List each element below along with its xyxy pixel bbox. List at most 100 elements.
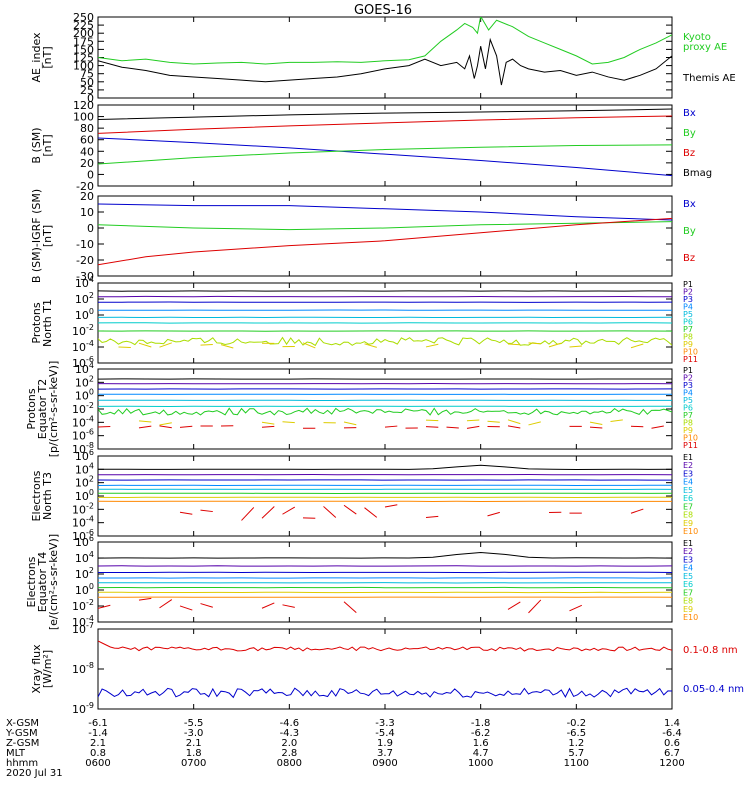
panel-frame — [97, 455, 673, 537]
series-segment-E9 — [261, 506, 275, 519]
series-segment-P8 — [487, 420, 500, 423]
data-layer — [98, 378, 672, 429]
y-tick-label: 100 — [75, 582, 94, 597]
series-segment-P9 — [364, 343, 377, 348]
legend-label: P9 — [683, 340, 693, 349]
legend-label: P8 — [683, 418, 693, 427]
data-layer — [98, 464, 672, 521]
series-segment-P8 — [589, 421, 603, 425]
y-axis-label: [p/(cm²-s-sr-keV)] — [47, 361, 60, 458]
series-segment-P9 — [425, 426, 439, 428]
footer-date: 2020 Jul 31 — [6, 768, 63, 779]
y-tick-label: 102 — [75, 566, 94, 581]
series-segment-E9 — [241, 507, 255, 521]
footer-value: 1200 — [659, 758, 684, 769]
y-tick-label: 80 — [80, 122, 94, 135]
footer-value: 1.8 — [186, 748, 202, 759]
y-axis-label: Protons — [25, 388, 38, 429]
series-segment-E9 — [507, 601, 521, 610]
legend-label: E3 — [683, 469, 693, 478]
legend-label: E1 — [683, 539, 693, 548]
y-tick-label: 10-2 — [72, 323, 94, 338]
legend-label: P1 — [683, 366, 693, 375]
legend-label: E1 — [683, 453, 693, 462]
series-segment-E9 — [323, 506, 337, 518]
y-tick-label: 10-4 — [72, 339, 94, 354]
footer-value: -6.4 — [662, 728, 682, 739]
legend-label: P1 — [683, 280, 693, 289]
legend-label: P9 — [683, 426, 693, 435]
panel-frame — [97, 195, 673, 277]
series-segment-E9 — [200, 603, 213, 608]
y-tick-label: 125 — [73, 52, 94, 65]
y-tick-label: 175 — [73, 35, 94, 48]
y-axis-label: Xray flux — [30, 644, 43, 694]
y-tick-label: 10-9 — [72, 701, 94, 716]
series-segment-E9 — [261, 602, 275, 609]
footer-value: 2.1 — [186, 738, 202, 749]
legend-label: E6 — [683, 494, 693, 503]
series-segment-P9 — [630, 343, 644, 349]
legend-label: E8 — [683, 597, 693, 606]
series-segment-E9 — [364, 507, 378, 518]
footer-value: 4.7 — [473, 748, 489, 759]
y-tick-label: 20 — [80, 157, 94, 170]
y-axis-label: Electrons — [30, 470, 43, 521]
legend-label: E2 — [683, 461, 693, 470]
series-line-E1 — [98, 551, 672, 559]
legend-label: P5 — [683, 396, 693, 405]
legend-label: 0.1-0.8 nm — [683, 645, 738, 656]
series-line-P8 — [98, 336, 672, 347]
series-segment-P9 — [302, 342, 316, 349]
footer-value: 5.7 — [568, 748, 584, 759]
legend-label: P2 — [683, 287, 693, 296]
series-segment-P9 — [507, 425, 521, 429]
legend-label: proxy AE — [683, 42, 727, 53]
series-segment-E9 — [179, 605, 193, 611]
legend-label: P11 — [683, 355, 698, 364]
legend-label: P6 — [683, 403, 693, 412]
legend-label: By — [683, 226, 696, 237]
y-axis-label: Electrons — [25, 556, 38, 607]
legend-label: E5 — [683, 486, 693, 495]
y-tick-label: 20 — [80, 190, 94, 203]
series-line-Themis-AE — [98, 37, 672, 86]
series-line-Bx — [98, 137, 672, 177]
footer-value: -0.2 — [567, 718, 587, 729]
panel-7: 10-9 10-8 10-7 Xray flux[W/m²] 0.1-0.8 nm 0.0… — [30, 621, 744, 716]
footer-value: -6.5 — [567, 728, 587, 739]
footer-value: 0600 — [85, 758, 110, 769]
series-segment-E9 — [282, 604, 295, 608]
series-segment-E9 — [282, 506, 296, 515]
series-line-Bz — [98, 217, 672, 266]
y-axis-label: B (SM) — [30, 127, 43, 163]
legend-label: Bx — [683, 108, 696, 119]
legend-label: E4 — [683, 478, 693, 487]
panel-frame — [97, 368, 673, 450]
legend-label: E9 — [683, 605, 693, 614]
y-tick-label: 120 — [73, 99, 94, 112]
y-tick-label: 150 — [73, 43, 94, 56]
series-line-Bx — [98, 203, 672, 221]
series-segment-P9 — [651, 425, 664, 429]
data-layer — [98, 108, 672, 177]
footer-value: 0700 — [181, 758, 206, 769]
series-segment-E9 — [138, 597, 152, 601]
footer-value: 0900 — [372, 758, 397, 769]
y-axis-label: North T3 — [41, 472, 54, 520]
footer-row-label: hhmm — [6, 758, 38, 769]
series-segment-P9 — [159, 342, 172, 348]
legend-label: P10 — [683, 433, 698, 442]
legend-label: P5 — [683, 310, 693, 319]
y-tick-label: 104 — [75, 275, 94, 290]
legend-label: P8 — [683, 332, 693, 341]
y-axis-label: [e/(cm²-s-sr-keV)] — [47, 534, 60, 630]
series-segment-P9 — [446, 426, 459, 429]
y-tick-label: 10-8 — [72, 661, 94, 676]
footer-value: -4.3 — [280, 728, 300, 739]
y-tick-label: 102 — [75, 291, 94, 306]
series-segment-E9 — [159, 599, 173, 609]
series-segment-P9 — [425, 343, 439, 348]
series-segment-P9 — [466, 425, 480, 429]
